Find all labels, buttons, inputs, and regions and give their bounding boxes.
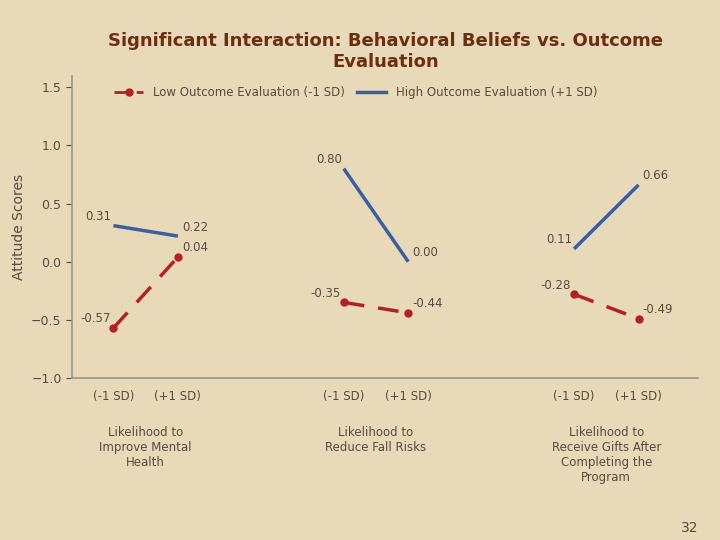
Text: -0.28: -0.28 bbox=[541, 279, 571, 292]
Text: 0.31: 0.31 bbox=[86, 210, 112, 223]
Text: -0.44: -0.44 bbox=[413, 298, 443, 310]
Text: -0.57: -0.57 bbox=[80, 313, 110, 326]
Legend: Low Outcome Evaluation (-1 SD), High Outcome Evaluation (+1 SD): Low Outcome Evaluation (-1 SD), High Out… bbox=[109, 82, 602, 104]
Text: (+1 SD): (+1 SD) bbox=[384, 390, 432, 403]
Text: 0.80: 0.80 bbox=[316, 153, 342, 166]
Text: Likelihood to
Receive Gifts After
Completing the
Program: Likelihood to Receive Gifts After Comple… bbox=[552, 427, 661, 484]
Title: Significant Interaction: Behavioral Beliefs vs. Outcome
Evaluation: Significant Interaction: Behavioral Beli… bbox=[108, 32, 662, 71]
Text: (+1 SD): (+1 SD) bbox=[155, 390, 202, 403]
Text: (-1 SD): (-1 SD) bbox=[323, 390, 364, 403]
Text: Likelihood to
Improve Mental
Health: Likelihood to Improve Mental Health bbox=[99, 427, 192, 469]
Text: 0.66: 0.66 bbox=[643, 170, 669, 183]
Text: (-1 SD): (-1 SD) bbox=[93, 390, 134, 403]
Text: (-1 SD): (-1 SD) bbox=[554, 390, 595, 403]
Text: Likelihood to
Reduce Fall Risks: Likelihood to Reduce Fall Risks bbox=[325, 427, 426, 454]
Y-axis label: Attitude Scores: Attitude Scores bbox=[12, 174, 25, 280]
Text: 0.22: 0.22 bbox=[182, 220, 208, 233]
Text: (+1 SD): (+1 SD) bbox=[615, 390, 662, 403]
Text: 0.11: 0.11 bbox=[546, 233, 572, 246]
Text: -0.49: -0.49 bbox=[643, 303, 673, 316]
Text: 32: 32 bbox=[681, 521, 698, 535]
Text: 0.04: 0.04 bbox=[182, 241, 208, 254]
Text: 0.00: 0.00 bbox=[413, 246, 438, 259]
Text: -0.35: -0.35 bbox=[310, 287, 341, 300]
